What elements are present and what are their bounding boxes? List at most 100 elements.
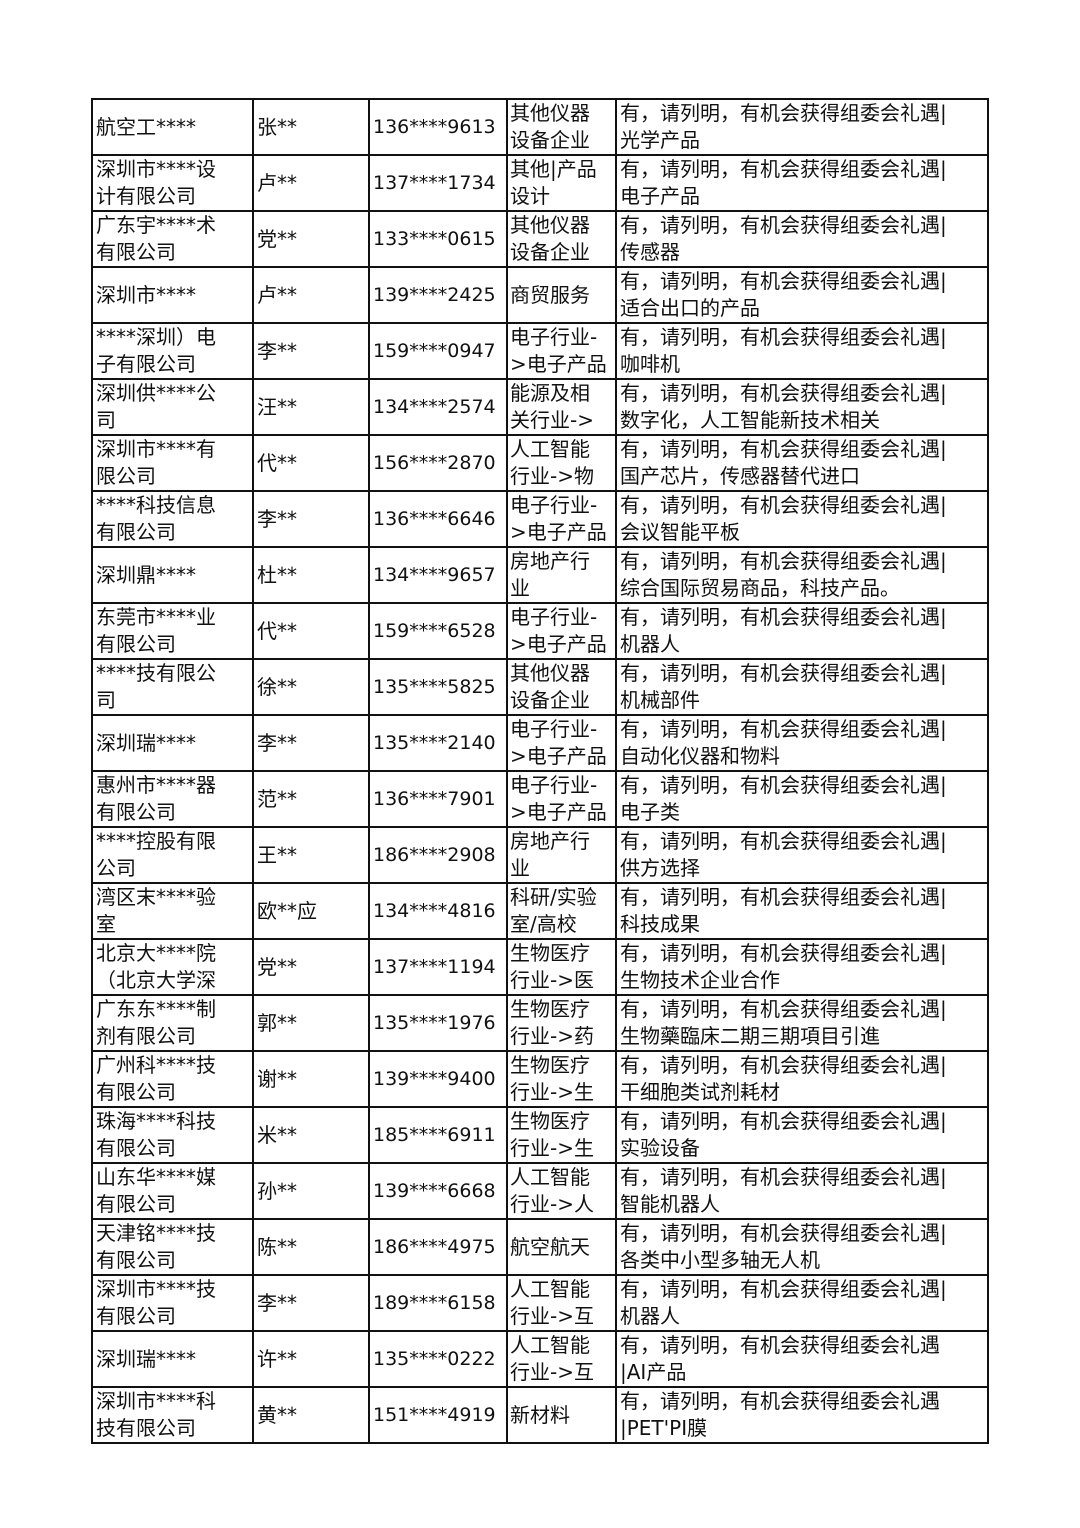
note-cell-line: 有，请列明，有机会获得组委会礼遇| <box>620 997 947 1021</box>
contact-name-cell: 米** <box>252 1106 370 1164</box>
note-cell-line: 供方选择 <box>620 856 700 880</box>
company-cell-line: 有限公司 <box>96 800 176 824</box>
industry-cell: 生物医疗 行业->药 <box>506 994 617 1052</box>
note-cell-line: 会议智能平板 <box>620 520 740 544</box>
industry-cell: 其他仪器 设备企业 <box>506 98 617 156</box>
note-cell-line: 有，请列明，有机会获得组委会礼遇| <box>620 1277 947 1301</box>
company-cell-line: 深圳瑞**** <box>96 1346 196 1371</box>
industry-cell-line: 新材料 <box>510 1402 570 1427</box>
note-cell: 有，请列明，有机会获得组委会礼遇| 国产芯片，传感器替代进口 <box>615 434 989 492</box>
note-cell-line: 咖啡机 <box>620 352 680 376</box>
phone-cell: 135****2140 <box>368 714 508 772</box>
note-cell: 有，请列明，有机会获得组委会礼遇| 各类中小型多轴无人机 <box>615 1218 989 1276</box>
industry-cell: 科研/实验 室/高校 <box>506 882 617 940</box>
industry-cell-line: 电子行业- <box>510 325 598 349</box>
company-cell-line: 东莞市****业 <box>96 605 216 629</box>
registration-table: 航空工**** 张** 136****9613 其他仪器 设备企业 有，请列明，有机会获得… <box>91 98 989 1444</box>
industry-cell-line: 人工智能 <box>510 1165 590 1189</box>
contact-name-cell: 李** <box>252 490 370 548</box>
company-cell-line: 技有限公司 <box>96 1416 196 1440</box>
industry-cell-line: 行业->人 <box>510 1192 594 1216</box>
industry-cell-line: 行业->物 <box>510 464 594 488</box>
company-cell: 山东华****媒 有限公司 <box>91 1162 254 1220</box>
contact-name-cell: 范** <box>252 770 370 828</box>
phone-cell: 139****6668 <box>368 1162 508 1220</box>
company-cell: 珠海****科技 有限公司 <box>91 1106 254 1164</box>
note-cell: 有，请列明，有机会获得组委会礼遇| 电子类 <box>615 770 989 828</box>
table-row: 深圳市**** 卢** 139****2425 商贸服务 有，请列明，有机会获得组委会礼… <box>91 266 989 324</box>
industry-cell: 电子行业- >电子产品 <box>506 602 617 660</box>
note-cell-line: 干细胞类试剂耗材 <box>620 1080 780 1104</box>
note-cell-line: 有，请列明，有机会获得组委会礼遇| <box>620 1165 947 1189</box>
note-cell: 有，请列明，有机会获得组委会礼遇| 实验设备 <box>615 1106 989 1164</box>
phone-cell: 159****0947 <box>368 322 508 380</box>
contact-name-cell: 代** <box>252 434 370 492</box>
contact-name-cell: 欧**应 <box>252 882 370 940</box>
note-cell-line: 有，请列明，有机会获得组委会礼遇| <box>620 549 947 573</box>
company-cell-line: 深圳市****科 <box>96 1389 216 1413</box>
company-cell: 深圳市****科 技有限公司 <box>91 1386 254 1444</box>
company-cell: 深圳市****有 限公司 <box>91 434 254 492</box>
company-cell: ****技有限公司 <box>91 658 254 716</box>
industry-cell-line: 行业->药 <box>510 1024 594 1048</box>
industry-cell-line: 室/高校 <box>510 912 577 936</box>
company-cell-line: 山东华****媒 <box>96 1165 216 1189</box>
note-cell: 有，请列明，有机会获得组委会礼遇| 适合出口的产品 <box>615 266 989 324</box>
table-row: ****深圳）电 子有限公司 李** 159****0947 电子行业- >电子产品 有，请… <box>91 322 989 380</box>
note-cell: 有，请列明，有机会获得组委会礼遇| 电子产品 <box>615 154 989 212</box>
industry-cell: 人工智能行业->人 <box>506 1162 617 1220</box>
industry-cell-line: 人工智能 <box>510 1277 590 1301</box>
industry-cell: 新材料 <box>506 1386 617 1444</box>
phone-cell: 189****6158 <box>368 1274 508 1332</box>
company-cell-line: 限公司 <box>96 464 156 488</box>
industry-cell: 航空航天 <box>506 1218 617 1276</box>
industry-cell: 房地产行业 <box>506 826 617 884</box>
table-row: 湾区末****验室欧**应 134****4816 科研/实验 室/高校 有，请列明，有… <box>91 882 989 940</box>
note-cell-line: 智能机器人 <box>620 1192 720 1216</box>
contact-name-cell: 党** <box>252 210 370 268</box>
company-cell-line: ****科技信息 <box>96 493 216 517</box>
industry-cell: 人工智能 行业->互 <box>506 1274 617 1332</box>
note-cell: 有，请列明，有机会获得组委会礼遇| 智能机器人 <box>615 1162 989 1220</box>
phone-cell: 135****0222 <box>368 1330 508 1388</box>
industry-cell-line: 设计 <box>510 184 550 208</box>
company-cell-line: （北京大学深 <box>96 968 216 992</box>
company-cell: 东莞市****业 有限公司 <box>91 602 254 660</box>
company-cell: 天津铭****技 有限公司 <box>91 1218 254 1276</box>
company-cell: 广东宇****术 有限公司 <box>91 210 254 268</box>
contact-name-cell: 卢** <box>252 154 370 212</box>
company-cell: ****深圳）电 子有限公司 <box>91 322 254 380</box>
note-cell-line: 有，请列明，有机会获得组委会礼遇| <box>620 773 947 797</box>
phone-cell: 139****2425 <box>368 266 508 324</box>
note-cell-line: 实验设备 <box>620 1136 700 1160</box>
note-cell: 有，请列明，有机会获得组委会礼遇| 干细胞类试剂耗材 <box>615 1050 989 1108</box>
table-row: ****技有限公司徐** 135****5825 其他仪器 设备企业 有，请列明，有机会… <box>91 658 989 716</box>
phone-cell: 134****9657 <box>368 546 508 604</box>
contact-name-cell: 代** <box>252 602 370 660</box>
company-cell-line: 司 <box>96 408 116 432</box>
phone-cell: 137****1194 <box>368 938 508 996</box>
note-cell-line: 有，请列明，有机会获得组委会礼遇| <box>620 493 947 517</box>
phone-cell: 186****4975 <box>368 1218 508 1276</box>
company-cell-line: 深圳市**** <box>96 282 196 307</box>
industry-cell-line: 业 <box>510 856 530 880</box>
contact-name-cell: 孙** <box>252 1162 370 1220</box>
note-cell-line: 有，请列明，有机会获得组委会礼遇| <box>620 269 947 293</box>
phone-cell: 134****4816 <box>368 882 508 940</box>
company-cell-line: 深圳供****公 <box>96 381 216 405</box>
note-cell-line: 机器人 <box>620 632 680 656</box>
industry-cell-line: 电子行业- <box>510 717 598 741</box>
note-cell: 有，请列明，有机会获得组委会礼遇| 数字化，人工智能新技术相关 <box>615 378 989 436</box>
phone-cell: 136****6646 <box>368 490 508 548</box>
industry-cell-line: 能源及相 <box>510 381 590 405</box>
note-cell-line: 机器人 <box>620 1304 680 1328</box>
table-row: 深圳市****有 限公司 代** 156****2870 人工智能 行业->物 有，请列明，… <box>91 434 989 492</box>
table-row: 山东华****媒 有限公司 孙** 139****6668 人工智能 行业->人 有，请列明… <box>91 1162 989 1220</box>
industry-cell: 能源及相 关行业-> <box>506 378 617 436</box>
company-cell-line: 计有限公司 <box>96 184 196 208</box>
industry-cell-line: 其他|产品 <box>510 157 597 181</box>
phone-cell: 151****4919 <box>368 1386 508 1444</box>
table-row: 深圳鼎**** 杜** 134****9657 房地产行业有，请列明，有机会获得组委会… <box>91 546 989 604</box>
company-cell-line: 有限公司 <box>96 1304 176 1328</box>
note-cell: 有，请列明，有机会获得组委会礼遇| 科技成果 <box>615 882 989 940</box>
